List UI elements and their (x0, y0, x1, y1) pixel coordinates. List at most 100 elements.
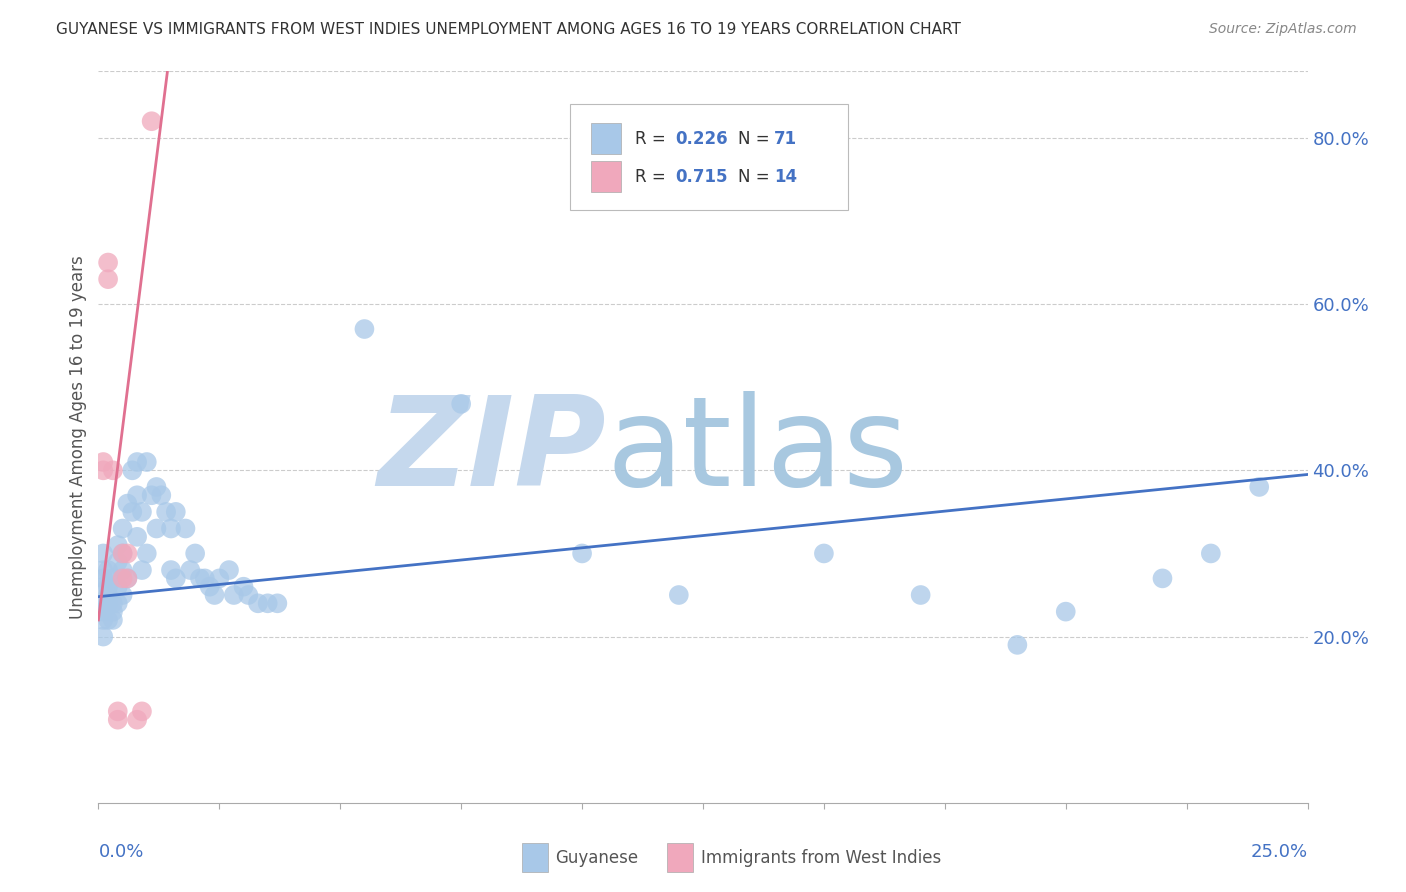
Point (101, 613, 124, 627)
Bar (666, 843, 693, 872)
Point (1199, 546, 1222, 560)
Point (101, 463, 124, 477)
Point (165, 505, 187, 519)
Point (188, 571, 211, 585)
Point (107, 596, 129, 610)
Text: ZIP: ZIP (378, 392, 606, 512)
Text: atlas: atlas (606, 392, 908, 512)
Bar (591, 123, 621, 154)
Text: GUYANESE VS IMMIGRANTS FROM WEST INDIES UNEMPLOYMENT AMONG AGES 16 TO 19 YEARS C: GUYANESE VS IMMIGRANTS FROM WEST INDIES … (56, 22, 962, 37)
Point (256, 596, 278, 610)
Point (135, 546, 157, 560)
Point (813, 546, 835, 560)
Point (668, 588, 690, 602)
Text: 25.0%: 25.0% (1250, 843, 1308, 861)
Point (1249, 480, 1271, 494)
Point (179, 563, 201, 577)
Point (194, 571, 217, 585)
Text: 0.226: 0.226 (675, 129, 728, 148)
Point (204, 588, 226, 602)
Point (198, 580, 221, 594)
Point (97, 255, 120, 269)
Point (107, 538, 129, 552)
Point (91, 571, 114, 585)
Point (97, 272, 120, 286)
Point (97, 596, 120, 610)
Bar (522, 843, 548, 872)
Point (238, 588, 260, 602)
Point (141, 488, 163, 502)
Point (111, 521, 134, 535)
Point (91, 455, 114, 469)
Point (174, 521, 197, 535)
Point (127, 455, 149, 469)
Point (150, 488, 173, 502)
Point (117, 546, 139, 560)
Point (127, 713, 149, 727)
Point (1007, 638, 1029, 652)
Point (121, 505, 143, 519)
Point (97, 613, 120, 627)
Point (218, 563, 240, 577)
Point (101, 605, 124, 619)
Point (111, 546, 134, 560)
Point (107, 580, 129, 594)
Point (353, 322, 375, 336)
Point (91, 580, 114, 594)
Point (97, 563, 120, 577)
Point (117, 571, 139, 585)
Text: 0.0%: 0.0% (98, 843, 143, 861)
Text: 71: 71 (775, 129, 797, 148)
Point (117, 497, 139, 511)
Text: Guyanese: Guyanese (555, 848, 638, 867)
Point (910, 588, 932, 602)
Text: R =: R = (636, 168, 671, 186)
Point (127, 488, 149, 502)
Point (165, 571, 187, 585)
Point (111, 588, 134, 602)
Point (111, 546, 134, 560)
Point (184, 546, 207, 560)
Point (101, 596, 124, 610)
Point (131, 705, 153, 719)
Point (222, 588, 245, 602)
FancyBboxPatch shape (569, 104, 848, 211)
Text: R =: R = (636, 129, 671, 148)
Point (450, 397, 472, 411)
Text: 14: 14 (775, 168, 797, 186)
Point (97, 588, 120, 602)
Point (111, 563, 134, 577)
Y-axis label: Unemployment Among Ages 16 to 19 years: Unemployment Among Ages 16 to 19 years (69, 255, 87, 619)
Point (145, 480, 167, 494)
Point (160, 521, 183, 535)
Point (91, 463, 114, 477)
Point (1054, 605, 1077, 619)
Point (91, 605, 114, 619)
Point (91, 563, 114, 577)
Point (117, 571, 139, 585)
Point (101, 571, 124, 585)
Point (107, 705, 129, 719)
Point (111, 571, 134, 585)
Point (97, 580, 120, 594)
Point (91, 546, 114, 560)
Point (247, 596, 270, 610)
Text: N =: N = (738, 129, 775, 148)
Point (232, 580, 254, 594)
Point (107, 713, 129, 727)
Point (155, 505, 177, 519)
Bar (591, 161, 621, 192)
Text: Immigrants from West Indies: Immigrants from West Indies (700, 848, 941, 867)
Point (135, 455, 157, 469)
Point (141, 114, 163, 128)
Point (1152, 571, 1174, 585)
Point (131, 563, 153, 577)
Point (266, 596, 288, 610)
Point (91, 596, 114, 610)
Point (160, 563, 183, 577)
Point (571, 546, 593, 560)
Text: Source: ZipAtlas.com: Source: ZipAtlas.com (1209, 22, 1357, 37)
Point (91, 613, 114, 627)
Text: 0.715: 0.715 (675, 168, 728, 186)
Point (91, 630, 114, 644)
